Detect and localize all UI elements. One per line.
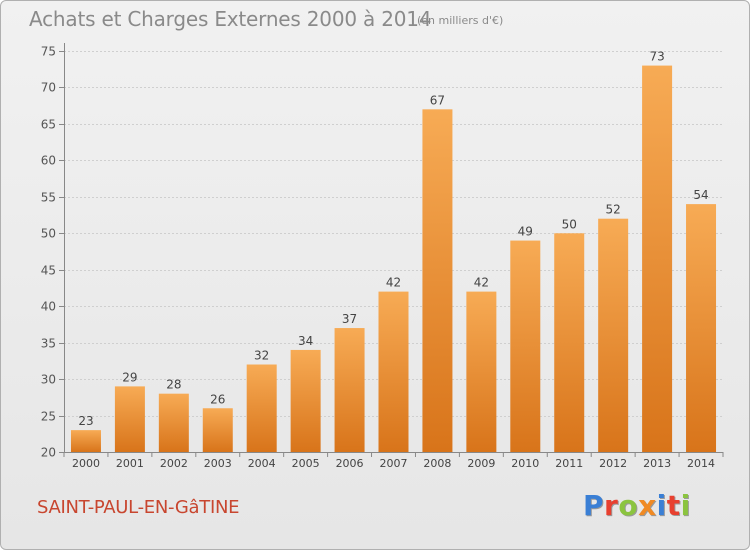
y-tick-label: 55 <box>41 191 56 205</box>
y-tick-label: 70 <box>41 81 56 95</box>
bar-2008 <box>422 109 453 452</box>
x-tick-label-2003: 2003 <box>204 457 232 470</box>
data-label-2006: 37 <box>342 312 357 326</box>
data-label-2001: 29 <box>122 370 137 384</box>
data-label-2013: 73 <box>649 50 664 64</box>
bar-2012 <box>598 218 629 452</box>
proxiti-logo: Proxiti <box>583 489 691 522</box>
bar-2002 <box>158 393 189 452</box>
bars <box>70 65 717 452</box>
x-tick-label-2009: 2009 <box>467 457 495 470</box>
y-tick-labels: 20 25 30 35 40 45 50 55 60 65 70 75 <box>41 45 56 460</box>
bar-2006 <box>334 328 365 452</box>
data-label-2009: 42 <box>474 276 489 290</box>
data-label-2007: 42 <box>386 276 401 290</box>
x-tick-label-2012: 2012 <box>599 457 627 470</box>
chart-subtitle: (en milliers d'€) <box>417 14 504 27</box>
data-label-2012: 52 <box>606 203 621 217</box>
bar-2005 <box>290 349 321 452</box>
bar-2003 <box>202 408 233 452</box>
data-label-2000: 23 <box>78 414 93 428</box>
x-tick-label-2005: 2005 <box>292 457 320 470</box>
y-tick-label: 45 <box>41 264 56 278</box>
bar-2004 <box>246 364 277 452</box>
x-tick-label-2013: 2013 <box>643 457 671 470</box>
data-label-2010: 49 <box>518 225 533 239</box>
x-tick-label-2008: 2008 <box>423 457 451 470</box>
y-tick-label: 30 <box>41 373 56 387</box>
data-label-2003: 26 <box>210 392 225 406</box>
logo-letter: r <box>604 489 619 522</box>
data-label-2011: 50 <box>562 217 577 231</box>
y-tick-label: 75 <box>41 45 56 59</box>
axes <box>59 43 724 457</box>
data-label-2014: 54 <box>693 188 708 202</box>
logo-letter: t <box>666 489 681 522</box>
bar-2014 <box>686 204 717 452</box>
data-labels: 23 29 28 26 32 34 37 42 67 42 49 50 52 73 54 <box>78 50 708 429</box>
y-tick-label: 40 <box>41 300 56 314</box>
commune-name: SAINT-PAUL-EN-GâTINE <box>37 497 240 518</box>
x-tick-label-2007: 2007 <box>380 457 408 470</box>
logo-letter: i <box>656 489 667 522</box>
x-tick-label-2004: 2004 <box>248 457 276 470</box>
y-tick-label: 60 <box>41 154 56 168</box>
bar-2010 <box>510 240 541 452</box>
bar-2009 <box>466 291 497 452</box>
logo-letter: x <box>638 489 657 522</box>
y-tick-label: 25 <box>41 410 56 424</box>
data-label-2004: 32 <box>254 349 269 363</box>
bar-2001 <box>114 386 145 452</box>
logo-letter: o <box>618 489 639 522</box>
x-tick-label-2002: 2002 <box>160 457 188 470</box>
bar-2013 <box>642 65 673 452</box>
bar-2011 <box>554 233 585 452</box>
logo-letter: P <box>583 489 605 522</box>
x-tick-label-2001: 2001 <box>116 457 144 470</box>
y-tick-label: 20 <box>41 446 56 460</box>
data-label-2008: 67 <box>430 93 445 107</box>
x-tick-label-2014: 2014 <box>687 457 715 470</box>
data-label-2002: 28 <box>166 378 181 392</box>
bar-2007 <box>378 291 409 452</box>
bar-2000 <box>70 430 101 452</box>
x-tick-labels: 2000 2001 2002 2003 2004 2005 2006 2007 2008 2009… <box>72 457 715 470</box>
y-tick-label: 50 <box>41 227 56 241</box>
y-tick-label: 35 <box>41 337 56 351</box>
y-tick-label: 65 <box>41 118 56 132</box>
x-tick-label-2010: 2010 <box>511 457 539 470</box>
x-tick-label-2006: 2006 <box>336 457 364 470</box>
logo-letter: i <box>680 489 691 522</box>
chart-title: Achats et Charges Externes 2000 à 2014 <box>29 7 432 31</box>
x-tick-label-2000: 2000 <box>72 457 100 470</box>
x-tick-label-2011: 2011 <box>555 457 583 470</box>
data-label-2005: 34 <box>298 334 313 348</box>
